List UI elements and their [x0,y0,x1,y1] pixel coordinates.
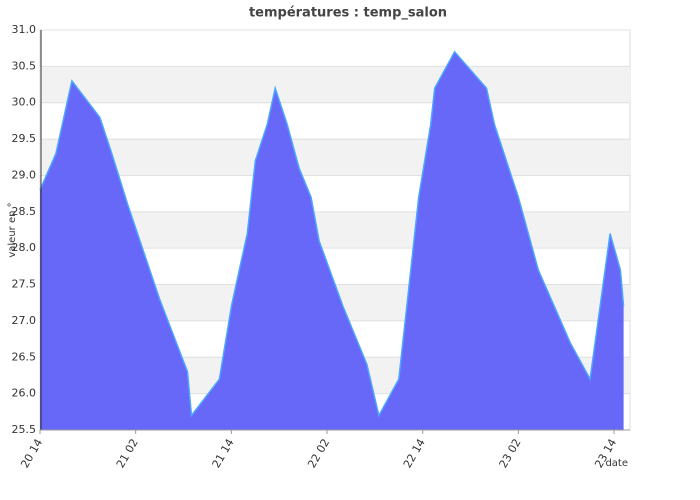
y-tick-label: 30.5 [12,59,37,72]
x-tick-label: 23 02 [497,437,524,471]
y-tick-label: 30.0 [12,96,37,109]
y-tick-label: 26.0 [12,387,37,400]
y-tick-label: 29.0 [12,168,37,181]
grid-band [40,66,630,103]
grid-band [40,139,630,176]
x-axis-label: date [605,458,628,469]
y-tick-label: 28.0 [12,241,37,254]
y-tick-label: 27.5 [12,278,37,291]
y-tick-label: 28.5 [12,205,37,218]
y-tick-label: 25.5 [12,423,37,436]
y-axis-label: valeur en ° [7,202,18,257]
y-tick-label: 31.0 [12,23,37,36]
y-tick-label: 29.5 [12,132,37,145]
x-tick-label: 21 02 [114,437,141,471]
x-tick-label: 20 14 [18,437,45,471]
x-tick-label: 22 02 [305,437,332,471]
x-tick-label: 22 14 [401,437,428,471]
y-tick-label: 27.0 [12,314,37,327]
chart-title: températures : temp_salon [249,6,447,21]
area [40,51,624,431]
x-tick-label: 21 14 [210,437,237,471]
y-tick-label: 26.5 [12,350,37,363]
line [39,50,625,418]
